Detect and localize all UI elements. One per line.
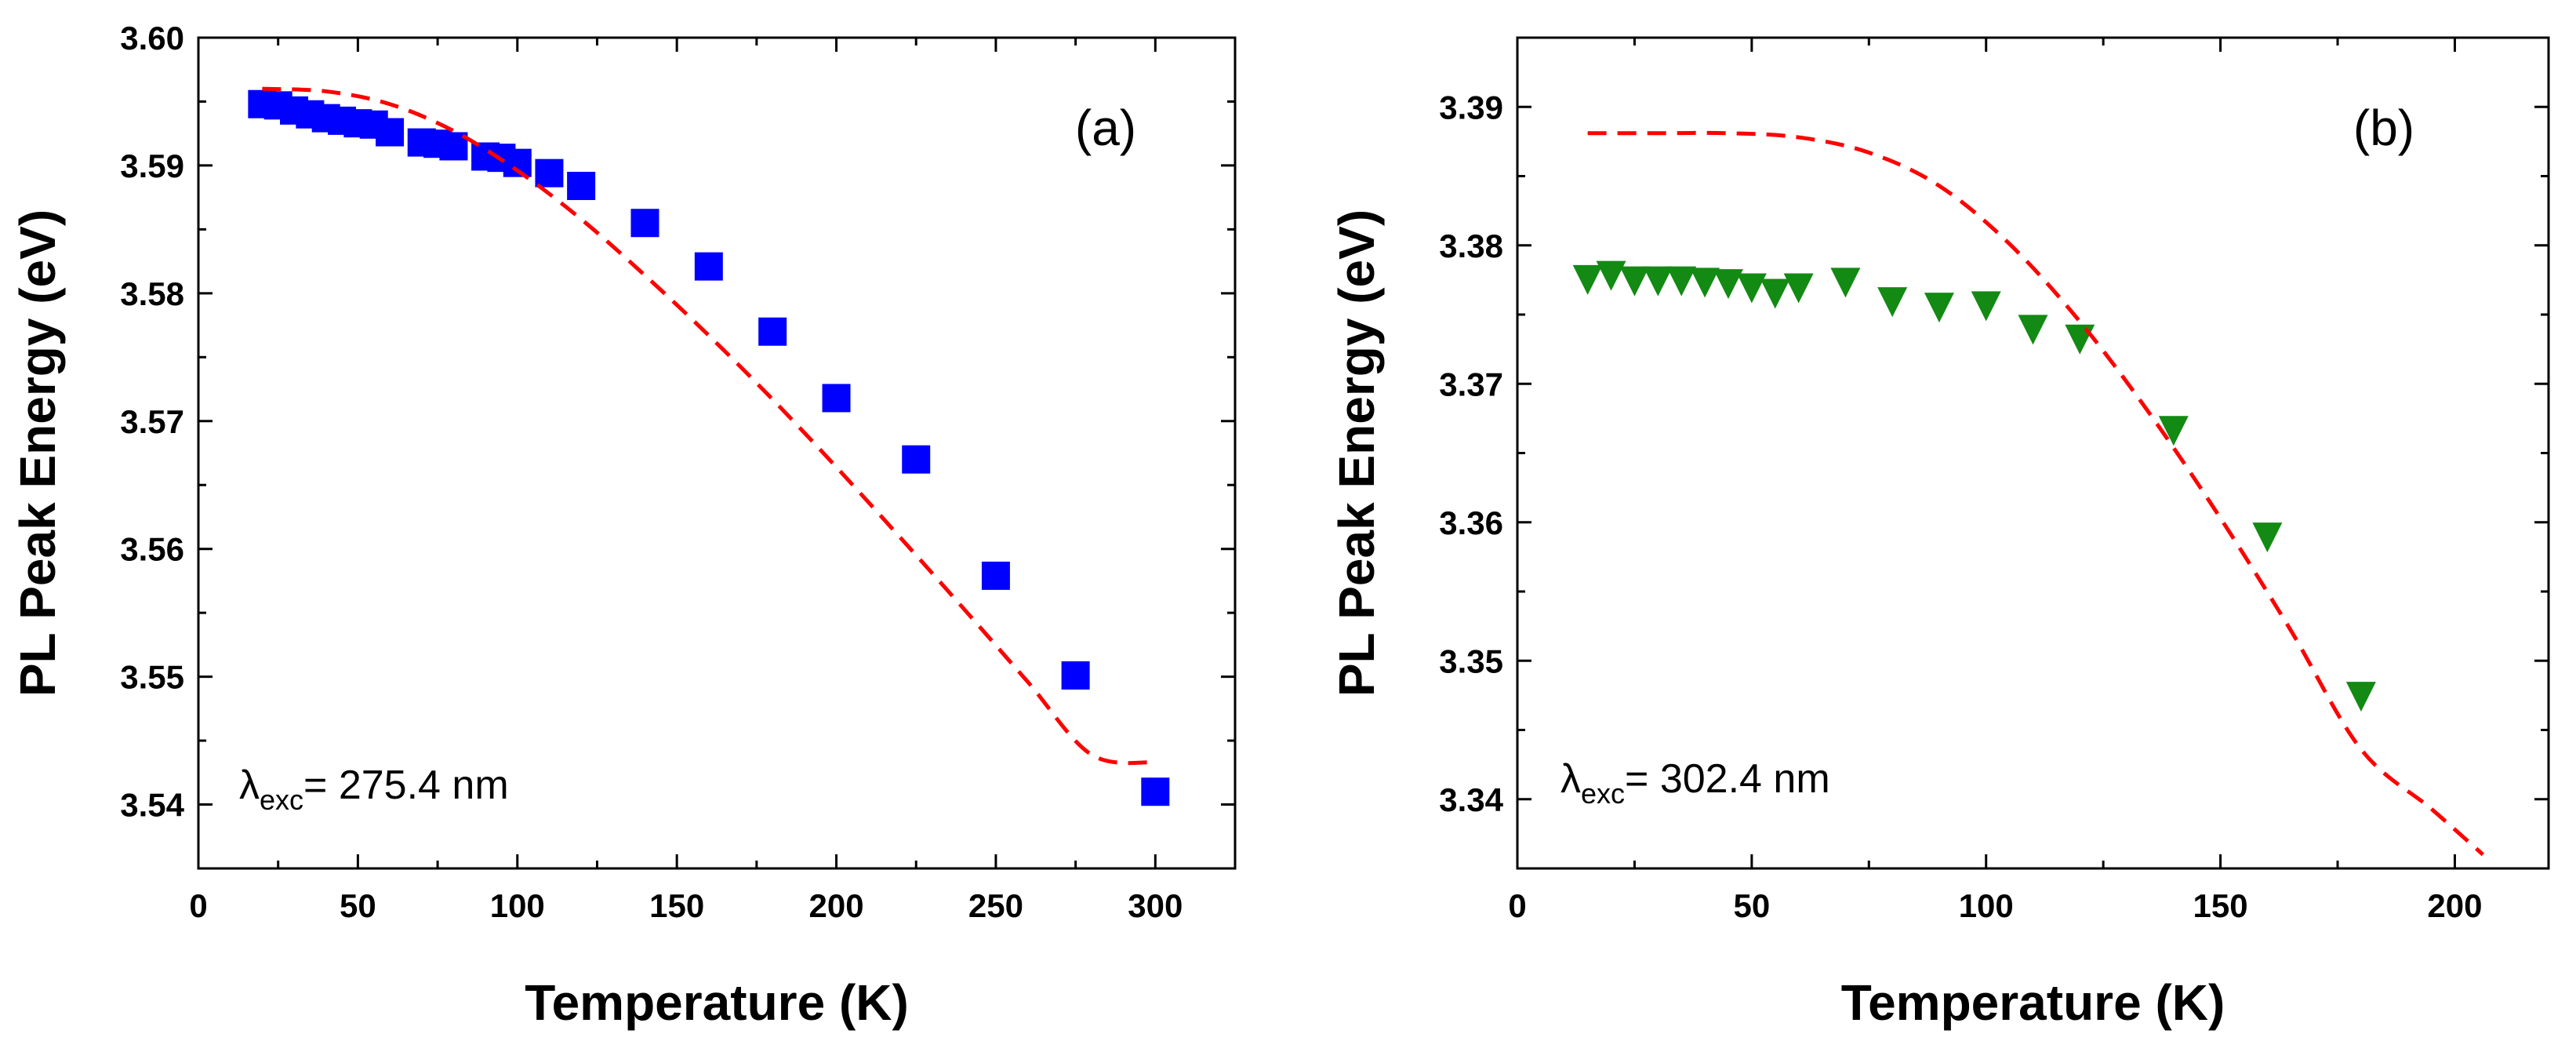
data-point	[1971, 291, 2001, 322]
y-tick-label: 3.55	[120, 659, 184, 696]
data-point	[535, 158, 564, 187]
y-tick-label: 3.35	[1439, 642, 1503, 679]
data-point	[1877, 287, 1908, 318]
y-tick-label: 3.39	[1439, 89, 1503, 126]
data-point	[1690, 268, 1720, 298]
y-axis-title: PL Peak Energy (eV)	[1328, 209, 1385, 697]
data-point	[1596, 260, 1626, 291]
x-axis-title: Temperature (K)	[525, 974, 909, 1031]
data-point	[1713, 269, 1743, 300]
data-point	[1830, 268, 1861, 298]
data-point	[376, 118, 405, 147]
x-tick-label: 200	[2427, 887, 2482, 924]
data-point	[2018, 315, 2048, 345]
data-point	[1141, 777, 1170, 806]
data-point	[567, 171, 596, 200]
data-point	[1619, 266, 1650, 297]
lambda-symbol: λ	[239, 763, 260, 808]
x-tick-label: 50	[1734, 887, 1771, 924]
excitation-wavelength-label: λexc= 275.4 nm	[239, 763, 509, 816]
y-tick-label: 3.59	[120, 147, 184, 184]
data-point	[1924, 293, 1954, 323]
y-tick-label: 3.34	[1439, 781, 1503, 818]
data-point	[1666, 266, 1697, 297]
fit-curve	[1587, 130, 2484, 857]
panel-label: (a)	[1075, 100, 1136, 156]
data-point	[1643, 266, 1673, 297]
lambda-subscript: exc	[260, 784, 303, 816]
x-tick-label: 0	[189, 887, 207, 924]
y-tick-label: 3.36	[1439, 504, 1503, 541]
y-tick-label: 3.38	[1439, 228, 1503, 264]
panel-a: 0 50 100 150 200 250 300 3.54 3.55 3.56 3.57 3.58 3.…	[9, 20, 1237, 1031]
x-axis-title: Temperature (K)	[1841, 974, 2225, 1031]
lambda-symbol: λ	[1560, 756, 1581, 802]
y-tick-label: 3.54	[120, 787, 184, 824]
data-point	[1760, 278, 1790, 309]
y-tick-label: 3.57	[120, 403, 184, 440]
panel-label: (b)	[2353, 100, 2414, 156]
data-point	[1736, 273, 1767, 304]
x-tick-label: 200	[808, 887, 863, 924]
y-tick-label: 3.60	[120, 20, 184, 56]
x-tick-label: 50	[340, 887, 376, 924]
y-axis-title: PL Peak Energy (eV)	[9, 209, 66, 697]
lambda-value: = 275.4 nm	[303, 763, 509, 808]
x-tick-label: 300	[1128, 887, 1183, 924]
fit-curve	[262, 86, 1156, 766]
y-tick-label: 3.56	[120, 531, 184, 568]
y-tick-label: 3.58	[120, 275, 184, 312]
data-point	[902, 445, 931, 474]
data-point	[630, 209, 659, 238]
data-point	[2065, 324, 2095, 355]
panel-b: 0 50 100 150 200 3.34 3.35 3.36 3.37 3.38 3.39 Temp…	[1328, 36, 2550, 1031]
x-tick-label: 250	[968, 887, 1023, 924]
plot-frame	[1516, 36, 2550, 870]
x-tick-label: 100	[490, 887, 545, 924]
x-tick-label: 150	[2193, 887, 2248, 924]
data-point	[981, 561, 1010, 590]
lambda-value: = 302.4 nm	[1625, 756, 1830, 802]
data-point	[1061, 661, 1090, 690]
x-tick-label: 150	[649, 887, 704, 924]
data-point	[694, 252, 723, 281]
data-point	[2158, 416, 2189, 446]
data-point	[822, 384, 851, 413]
data-point	[2252, 522, 2283, 553]
y-tick-label: 3.37	[1439, 366, 1503, 402]
x-tick-label: 100	[1959, 887, 2014, 924]
data-point	[1783, 273, 1814, 304]
plot-frame	[197, 36, 1237, 870]
data-point	[758, 317, 787, 346]
lambda-subscript: exc	[1581, 777, 1625, 810]
data-point	[2345, 682, 2376, 712]
x-tick-label: 0	[1508, 887, 1526, 924]
data-point	[1572, 264, 1603, 295]
excitation-wavelength-label: λexc= 302.4 nm	[1560, 756, 1830, 810]
